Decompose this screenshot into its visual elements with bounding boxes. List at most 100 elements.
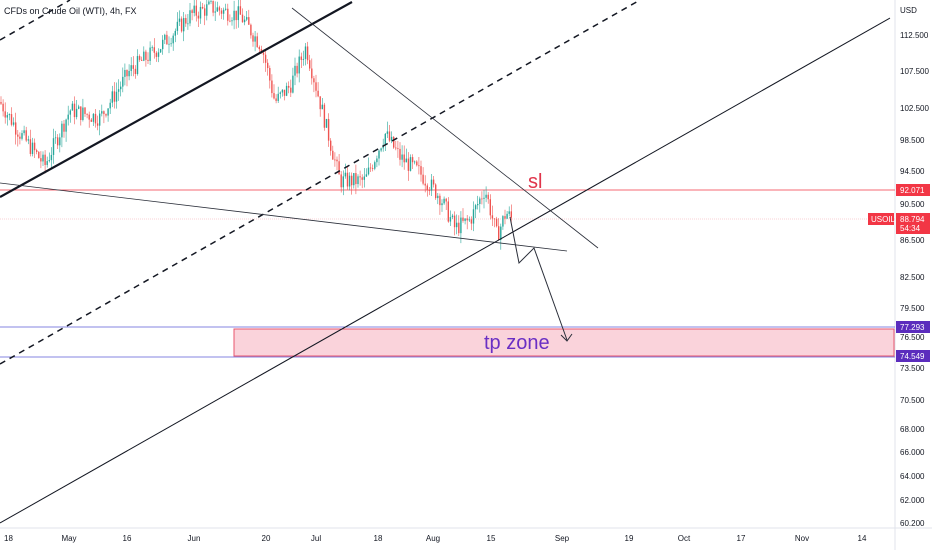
candle-body (15, 122, 17, 135)
candle-body (122, 76, 124, 87)
current-price-tag (896, 213, 930, 234)
candle-body (80, 106, 82, 120)
candle-body (281, 89, 284, 93)
candle-body (25, 130, 27, 141)
tp-zone-rect[interactable] (233, 328, 895, 357)
candle-body (300, 56, 302, 60)
candle-body (321, 104, 323, 110)
candle-body (267, 62, 269, 69)
candle-body (258, 47, 260, 50)
candle-body (426, 185, 428, 191)
candle-body (176, 21, 179, 31)
candle-body (40, 158, 42, 162)
time-tick-label: 14 (858, 534, 867, 543)
candle-body (61, 123, 63, 138)
middle-dashed-line[interactable] (0, 0, 641, 365)
candle-body (109, 102, 111, 109)
candle-body (6, 115, 8, 118)
candle-body (474, 205, 477, 210)
candle-body (458, 222, 460, 234)
candle-body (319, 96, 321, 110)
candle-body (82, 107, 84, 120)
candle-body (96, 123, 99, 126)
time-tick-label: 17 (737, 534, 746, 543)
candle-body (117, 89, 120, 92)
candle-body (449, 217, 452, 222)
price-tick-label: 98.500 (900, 136, 925, 145)
candle-body (204, 8, 206, 16)
candle-body (222, 9, 225, 14)
price-axis[interactable]: 112.500 107.500 102.500 98.500 94.500 90.500 8… (900, 31, 929, 528)
candle-body (193, 5, 195, 13)
candle-body (483, 197, 485, 199)
candle-body (296, 65, 298, 74)
price-tick-label: 70.500 (900, 396, 925, 405)
candles-group (0, 0, 512, 250)
candle-body (231, 20, 233, 22)
candle-body (78, 106, 80, 109)
candle-body (67, 114, 69, 120)
candle-body (395, 147, 397, 149)
candle-body (191, 10, 193, 13)
candle-body (225, 8, 227, 10)
candle-body (277, 93, 279, 101)
tp-upper-price-tag-text: 77.293 (900, 323, 925, 332)
price-tick-label: 79.500 (900, 304, 925, 313)
price-tick-label: 102.500 (900, 104, 929, 113)
upper-dashed-line[interactable] (0, 0, 71, 41)
candle-body (94, 113, 97, 124)
candle-body (88, 114, 90, 120)
candle-body (233, 10, 235, 21)
candle-body (197, 15, 200, 19)
time-tick-label: Sep (555, 534, 570, 543)
candle-body (17, 134, 19, 137)
candle-body (141, 59, 143, 61)
candle-body (355, 173, 357, 185)
candle-body (393, 136, 395, 148)
candle-body (250, 24, 252, 36)
current-price-tag-text: 88.794 (900, 215, 925, 224)
candle-body (29, 139, 32, 154)
candle-body (489, 199, 491, 216)
price-tick-label: 107.500 (900, 67, 929, 76)
candle-body (439, 195, 441, 206)
candle-body (437, 195, 439, 199)
projection-path[interactable] (509, 216, 568, 341)
time-tick-label: Oct (678, 534, 691, 543)
candle-body (189, 10, 191, 24)
price-tick-label: 82.500 (900, 273, 925, 282)
price-tick-label: 68.000 (900, 425, 925, 434)
candle-body (453, 215, 456, 228)
time-tick-label: Jun (188, 534, 201, 543)
time-tick-label: Aug (426, 534, 440, 543)
time-axis[interactable]: 18 May 16 Jun 20 Jul 18 Aug 15 Sep 19 Oct 17 Nov 14 (4, 534, 867, 543)
candle-body (241, 14, 244, 23)
candle-body (246, 17, 248, 20)
candle-body (506, 213, 508, 219)
candle-body (332, 150, 334, 160)
candle-body (71, 103, 74, 111)
symbol-tag-text: USOIL (871, 215, 896, 224)
candle-body (424, 183, 426, 186)
candle-body (491, 215, 494, 219)
candle-body (214, 11, 216, 13)
candle-body (428, 190, 431, 192)
time-tick-label: 18 (4, 534, 13, 543)
rising-support-line[interactable] (0, 17, 891, 524)
thick-channel-line[interactable] (0, 1, 353, 198)
candle-body (390, 136, 393, 141)
candle-body (157, 52, 160, 57)
candle-body (27, 139, 29, 141)
sl-price-tag-text: 92.071 (900, 186, 925, 195)
candle-body (359, 176, 361, 178)
candle-body (367, 167, 370, 175)
falling-support-line[interactable] (0, 182, 568, 252)
candle-body (170, 43, 172, 45)
tp-lower-price-tag (896, 350, 930, 362)
falling-resistance-line[interactable] (291, 7, 599, 249)
candle-body (128, 70, 130, 77)
candle-body (174, 30, 176, 36)
candle-body (180, 18, 183, 32)
candle-body (376, 158, 378, 163)
